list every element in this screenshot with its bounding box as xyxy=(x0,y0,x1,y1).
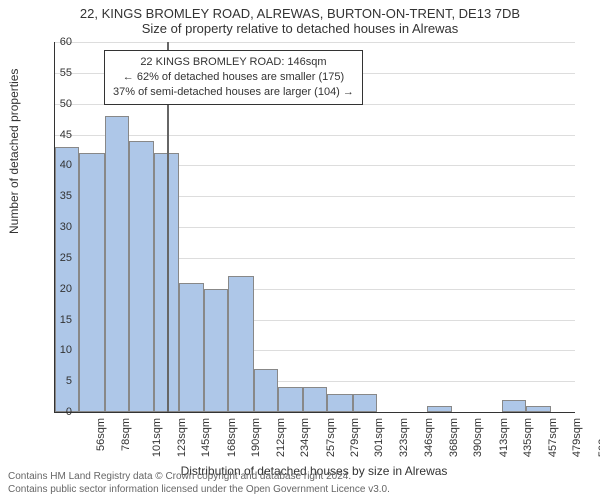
y-tick-label: 10 xyxy=(42,344,72,356)
annotation-box: 22 KINGS BROMLEY ROAD: 146sqm ← 62% of d… xyxy=(104,50,363,105)
x-tick-label: 368sqm xyxy=(448,418,460,457)
chart-container: 22, KINGS BROMLEY ROAD, ALREWAS, BURTON-… xyxy=(0,0,600,500)
histogram-bar xyxy=(55,147,79,412)
x-tick-label: 435sqm xyxy=(522,418,534,457)
x-tick-label: 56sqm xyxy=(95,418,107,451)
y-axis-title: Number of detached properties xyxy=(7,69,21,234)
histogram-bar xyxy=(278,387,302,412)
x-tick-label: 145sqm xyxy=(200,418,212,457)
histogram-bar xyxy=(327,394,353,413)
x-tick-label: 457sqm xyxy=(547,418,559,457)
x-tick-label: 101sqm xyxy=(151,418,163,457)
x-tick-label: 123sqm xyxy=(176,418,188,457)
title-main: 22, KINGS BROMLEY ROAD, ALREWAS, BURTON-… xyxy=(0,0,600,21)
y-tick-label: 60 xyxy=(42,36,72,48)
x-tick-label: 212sqm xyxy=(275,418,287,457)
chart-area: Number of detached properties Distributi… xyxy=(54,42,574,412)
y-tick-label: 0 xyxy=(42,406,72,418)
y-tick-label: 45 xyxy=(42,129,72,141)
x-tick-label: 279sqm xyxy=(349,418,361,457)
histogram-bar xyxy=(303,387,327,412)
x-tick-label: 168sqm xyxy=(226,418,238,457)
gridline xyxy=(55,135,575,136)
histogram-bar xyxy=(105,116,129,412)
x-tick-label: 346sqm xyxy=(424,418,436,457)
annotation-line-3: 37% of semi-detached houses are larger (… xyxy=(113,85,354,100)
annotation-line-1: 22 KINGS BROMLEY ROAD: 146sqm xyxy=(113,55,354,70)
x-tick-label: 257sqm xyxy=(325,418,337,457)
x-tick-label: 234sqm xyxy=(299,418,311,457)
x-tick-label: 301sqm xyxy=(374,418,386,457)
x-tick-label: 323sqm xyxy=(398,418,410,457)
histogram-bar xyxy=(353,394,377,413)
x-tick-label: 190sqm xyxy=(250,418,262,457)
histogram-bar xyxy=(526,406,550,412)
y-tick-label: 25 xyxy=(42,252,72,264)
x-tick-label: 390sqm xyxy=(472,418,484,457)
title-sub: Size of property relative to detached ho… xyxy=(0,21,600,40)
histogram-bar xyxy=(129,141,153,412)
footer-line-2: Contains public sector information licen… xyxy=(8,484,390,497)
footer-text: Contains HM Land Registry data © Crown c… xyxy=(8,471,390,496)
annotation-line-2: ← 62% of detached houses are smaller (17… xyxy=(113,70,354,85)
y-tick-label: 20 xyxy=(42,283,72,295)
x-tick-label: 78sqm xyxy=(120,418,132,451)
footer-line-1: Contains HM Land Registry data © Crown c… xyxy=(8,471,390,484)
y-tick-label: 40 xyxy=(42,159,72,171)
histogram-bar xyxy=(204,289,228,412)
x-tick-label: 479sqm xyxy=(571,418,583,457)
y-tick-label: 50 xyxy=(42,98,72,110)
histogram-bar xyxy=(179,283,203,413)
gridline xyxy=(55,42,575,43)
y-tick-label: 35 xyxy=(42,190,72,202)
histogram-bar xyxy=(427,406,451,412)
histogram-bar xyxy=(502,400,526,412)
histogram-bar xyxy=(254,369,278,412)
y-tick-label: 15 xyxy=(42,314,72,326)
y-tick-label: 30 xyxy=(42,221,72,233)
histogram-bar xyxy=(79,153,105,412)
x-tick-label: 413sqm xyxy=(498,418,510,457)
y-tick-label: 55 xyxy=(42,67,72,79)
histogram-bar xyxy=(228,276,254,412)
y-tick-label: 5 xyxy=(42,375,72,387)
